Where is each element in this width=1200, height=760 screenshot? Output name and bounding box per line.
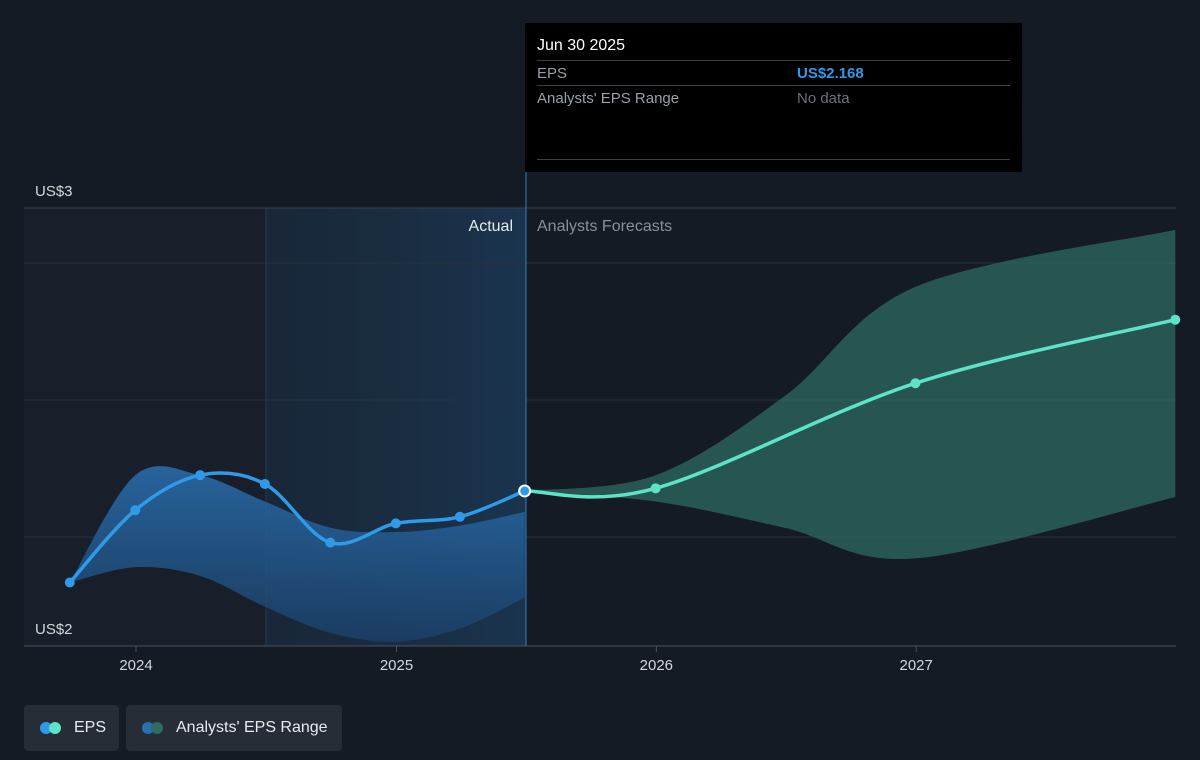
eps-actual-point[interactable] xyxy=(454,511,465,522)
forecast-eps-range-band xyxy=(524,229,1176,560)
x-tick-label: 2024 xyxy=(119,657,152,674)
eps-forecast-dot-icon xyxy=(49,722,61,734)
tooltip-eps-label: EPS xyxy=(537,65,568,82)
y-min-label: US$2 xyxy=(35,621,73,638)
x-tick-label: 2025 xyxy=(380,657,413,674)
eps-actual-point[interactable] xyxy=(390,518,401,529)
eps-points xyxy=(64,314,1181,588)
tooltip-range-label: Analysts' EPS Range xyxy=(537,90,680,107)
eps-forecast-point[interactable] xyxy=(1170,314,1181,325)
actual-region-label: Actual xyxy=(469,218,513,235)
eps-chart: US$3 US$2 Actual Analysts Forecasts 2024… xyxy=(24,172,1181,674)
legend-eps-label: EPS xyxy=(74,719,107,736)
legend-range-label: Analysts' EPS Range xyxy=(176,719,328,736)
eps-current-point[interactable] xyxy=(518,484,532,498)
x-tick-label: 2026 xyxy=(640,657,673,674)
tooltip-range-row: Analysts' EPS Range No data xyxy=(537,85,1010,112)
eps-actual-point[interactable] xyxy=(130,505,141,516)
forecast-region-label: Analysts Forecasts xyxy=(537,218,672,235)
eps-forecast-point[interactable] xyxy=(650,483,661,494)
tooltip-eps-row: EPS US$2.168 xyxy=(537,60,1010,87)
tooltip-date: Jun 30 2025 xyxy=(537,37,626,54)
eps-actual-point[interactable] xyxy=(259,478,270,489)
legend-eps-range[interactable]: Analysts' EPS Range xyxy=(126,705,342,751)
eps-actual-point[interactable] xyxy=(64,577,75,588)
tooltip-eps-value: US$2.168 xyxy=(797,65,864,82)
y-max-label: US$3 xyxy=(35,183,73,200)
eps-actual-point[interactable] xyxy=(325,537,336,548)
forecast-eps-line xyxy=(522,317,1178,499)
tooltip-divider xyxy=(537,159,1010,160)
tooltip-range-value: No data xyxy=(797,90,850,107)
actual-eps-range-band xyxy=(69,466,525,642)
eps-legend-icon xyxy=(40,722,62,734)
x-ticks: 2024 2025 2026 2027 xyxy=(119,646,933,674)
legend-eps[interactable]: EPS xyxy=(24,705,119,751)
tooltip-panel: Jun 30 2025 EPS US$2.168 Analysts' EPS R… xyxy=(525,23,1022,172)
range-forecast-dot-icon xyxy=(151,722,163,734)
eps-forecast-point[interactable] xyxy=(910,378,921,389)
eps-actual-point[interactable] xyxy=(195,470,206,481)
range-legend-icon xyxy=(142,722,164,734)
x-tick-label: 2027 xyxy=(899,657,932,674)
